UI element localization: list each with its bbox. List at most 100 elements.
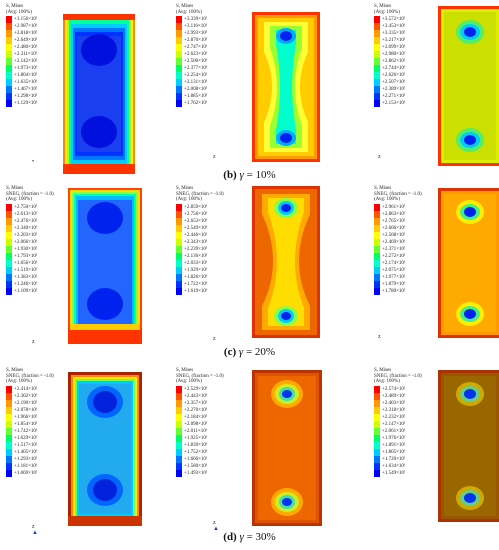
color-swatch	[176, 224, 182, 232]
legend-values: +3.156×10¹ +2.987×10¹ +2.818×10¹ +2.649×10¹…	[14, 16, 37, 107]
axis-mark: z	[378, 154, 381, 160]
color-swatch	[6, 72, 12, 80]
contour-panel-2: S, Mises (Avg: 100%) +3.339×10¹ +3.116×10…	[168, 2, 328, 172]
color-swatch	[374, 79, 380, 87]
legend-title-line: SNEG, (fraction = -1.0)	[6, 373, 54, 379]
legend-value: +2.987×10¹	[14, 24, 38, 30]
caption-value: = 10%	[243, 169, 276, 181]
color-swatch	[374, 434, 380, 442]
color-bar	[6, 203, 12, 295]
legend-value: +2.507×10¹	[382, 80, 406, 86]
color-swatch	[374, 203, 380, 211]
legend-title-line: (Avg: 100%)	[176, 379, 202, 385]
legend: S, Mises SNEG, (fraction = -1.0) (Avg: 1…	[374, 368, 456, 477]
caption-symbol: γ	[239, 531, 244, 543]
legend-value: +1.383×10¹	[14, 274, 38, 280]
legend-values: +2.750×10¹ +2.613×10¹ +2.476×10¹ +2.340×10¹…	[14, 204, 37, 295]
legend-value: +1.966×10¹	[14, 414, 38, 420]
color-swatch	[374, 280, 380, 288]
color-swatch	[6, 58, 12, 66]
color-swatch	[6, 385, 12, 393]
legend: S, Mises SNEG, (fraction = -1.0) (Avg: 1…	[6, 186, 88, 295]
legend-title-line: S, Mises	[6, 368, 24, 373]
color-swatch	[176, 392, 182, 400]
color-swatch	[176, 462, 182, 470]
color-swatch	[6, 210, 12, 218]
legend-value: +1.805×10¹	[382, 449, 406, 455]
legend-value: +1.762×10¹	[184, 101, 208, 107]
legend-value: +2.863×10¹	[382, 211, 406, 217]
color-bar	[176, 203, 182, 295]
legend-values: +3.572×10¹ +3.453×10¹ +3.335×10¹ +3.217×10¹…	[382, 16, 405, 107]
specimen-contour	[68, 372, 142, 526]
contour-panel-4: S, Mises SNEG, (fraction = -1.0) (Avg: 1…	[2, 184, 162, 354]
color-swatch	[6, 23, 12, 31]
color-swatch	[374, 23, 380, 31]
legend-value: +1.635×10¹	[14, 80, 38, 86]
legend-values: +3.339×10¹ +3.116×10¹ +2.993×10¹ +2.870×10¹…	[184, 16, 207, 107]
legend-value: +3.453×10¹	[382, 24, 406, 30]
legend-value: +2.153×10¹	[382, 101, 406, 107]
legend-title-line: SNEG, (fraction = -1.0)	[176, 191, 224, 197]
color-swatch	[374, 37, 380, 45]
color-swatch	[6, 252, 12, 260]
color-swatch	[176, 238, 182, 246]
legend-value: +2.403×10¹	[382, 400, 406, 406]
color-swatch	[6, 469, 12, 477]
legend-value: +2.371×10¹	[382, 246, 406, 252]
color-swatch	[374, 273, 380, 281]
legend-title-line: (Avg: 100%)	[176, 9, 202, 15]
legend-value: +1.742×10¹	[14, 428, 38, 434]
legend-value: +1.467×10¹	[14, 87, 38, 93]
color-swatch	[374, 86, 380, 94]
legend-value: +1.634×10¹	[382, 463, 406, 469]
color-swatch	[6, 217, 12, 225]
color-swatch	[176, 58, 182, 66]
legend-value: +1.752×10¹	[184, 449, 208, 455]
legend-value: +2.061×10¹	[382, 428, 406, 434]
legend-value: +2.500×10¹	[184, 59, 208, 65]
legend-value: +2.203×10¹	[14, 232, 38, 238]
legend-value: +1.549×10¹	[382, 470, 406, 476]
color-swatch	[6, 420, 12, 428]
legend-value: +2.613×10¹	[14, 211, 38, 217]
legend-value: +3.339×10¹	[184, 17, 208, 23]
color-swatch	[374, 252, 380, 260]
color-swatch	[176, 406, 182, 414]
legend-title-line: S, Mises	[374, 4, 392, 9]
color-swatch	[176, 273, 182, 281]
legend-value: +3.156×10¹	[14, 17, 38, 23]
color-swatch	[6, 427, 12, 435]
legend-value: +2.174×10¹	[382, 260, 406, 266]
color-swatch	[176, 455, 182, 463]
axis-mark: z	[32, 339, 35, 345]
specimen-contour	[438, 6, 499, 166]
color-swatch	[176, 72, 182, 80]
legend-values: +2.529×10¹ +2.443×10¹ +2.357×10¹ +2.270×10¹…	[184, 386, 207, 477]
color-swatch	[6, 406, 12, 414]
legend-value: +2.993×10¹	[184, 31, 208, 37]
color-swatch	[6, 434, 12, 442]
color-swatch	[176, 280, 182, 288]
color-swatch	[6, 455, 12, 463]
legend-value: +2.980×10¹	[382, 52, 406, 58]
caption-value: = 20%	[243, 346, 276, 358]
legend-value: +1.129×10¹	[14, 101, 38, 107]
legend-title-line: S, Mises	[176, 186, 194, 191]
legend-value: +2.414×10¹	[14, 386, 38, 392]
color-swatch	[6, 44, 12, 52]
color-swatch	[6, 441, 12, 449]
legend-value: +2.389×10¹	[382, 87, 406, 93]
color-swatch	[6, 287, 12, 295]
legend-value: +3.335×10¹	[382, 31, 406, 37]
legend-value: +1.580×10¹	[184, 463, 208, 469]
color-swatch	[6, 100, 12, 108]
axis-arrow-icon: ▲	[32, 530, 38, 536]
color-bar	[374, 16, 380, 108]
legend-title-line: SNEG, (fraction = -1.0)	[176, 373, 224, 379]
legend-value: +1.973×10¹	[14, 66, 38, 72]
caption-c: (c) γ = 20%	[0, 346, 499, 358]
legend-values: +2.414×10¹ +2.302×10¹ +2.190×10¹ +2.078×10¹…	[14, 386, 37, 477]
specimen-contour	[438, 188, 499, 338]
color-swatch	[6, 65, 12, 73]
